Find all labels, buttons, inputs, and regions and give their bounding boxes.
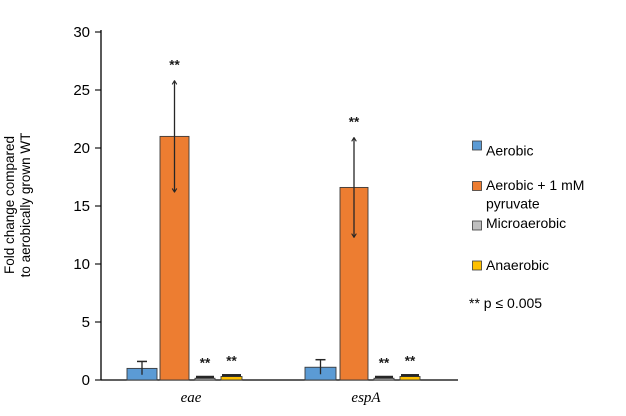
svg-text:Fold change compared: Fold change compared <box>2 136 17 274</box>
svg-text:**: ** <box>349 115 360 130</box>
svg-text:to aerobically grown WT: to aerobically grown WT <box>18 133 33 278</box>
svg-text:**: ** <box>200 355 211 370</box>
svg-text:**: ** <box>379 355 390 370</box>
svg-text:espA: espA <box>351 390 381 406</box>
svg-text:20: 20 <box>73 140 90 157</box>
svg-text:0: 0 <box>82 372 90 389</box>
svg-text:eae: eae <box>181 390 202 406</box>
svg-text:**: ** <box>226 354 237 369</box>
svg-text:30: 30 <box>73 24 90 41</box>
svg-text:Aerobic: Aerobic <box>486 143 533 159</box>
svg-text:**: ** <box>169 58 180 73</box>
svg-text:5: 5 <box>82 314 90 331</box>
svg-text:Anaerobic: Anaerobic <box>486 257 549 273</box>
svg-text:Aerobic + 1 mM: Aerobic + 1 mM <box>486 177 584 193</box>
svg-text:** p ≤ 0.005: ** p ≤ 0.005 <box>469 295 542 311</box>
svg-text:**: ** <box>405 354 416 369</box>
svg-text:10: 10 <box>73 256 90 273</box>
svg-text:Microaerobic: Microaerobic <box>486 215 566 231</box>
svg-text:15: 15 <box>73 198 90 215</box>
svg-text:pyruvate: pyruvate <box>486 196 540 212</box>
svg-text:25: 25 <box>73 82 90 99</box>
